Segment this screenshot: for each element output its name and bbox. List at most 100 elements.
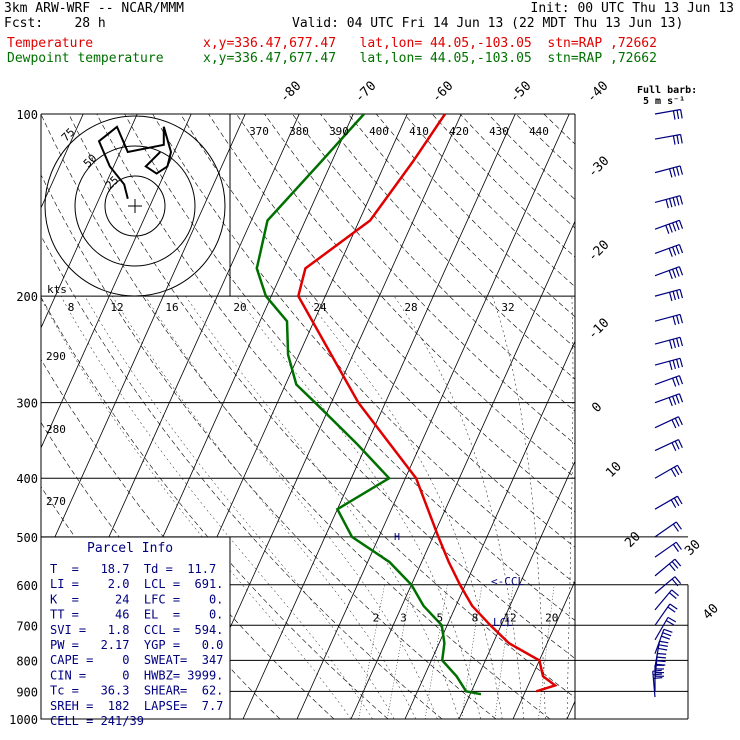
mixing-ratio-line (424, 584, 448, 719)
wind-barb-flag (678, 416, 683, 426)
wind-barb-flag (668, 339, 673, 349)
wind-barb-flag (673, 497, 680, 507)
wind-barb-flag (679, 358, 684, 368)
wind-barb-flag (669, 603, 678, 610)
wind-barb-flag (672, 339, 676, 349)
wind-barb (654, 558, 676, 577)
moist-adiabat-line (41, 297, 352, 719)
wind-barb-flag (661, 635, 671, 640)
wind-barb-flag (676, 196, 680, 206)
parcel-info-title: Parcel Info (87, 541, 173, 556)
wind-barb-flag (665, 620, 675, 626)
wind-barb-flag (676, 166, 680, 176)
wind-barb (654, 313, 681, 322)
lcl-marker: LCL (493, 616, 513, 629)
wind-barb (654, 108, 681, 115)
wind-barb-flag (679, 195, 684, 205)
right-temperature-label: 40 (700, 601, 722, 623)
mixing-ratio-label: 12 (503, 611, 516, 624)
wind-barb-flag (676, 338, 680, 348)
hodograph-ring (44, 115, 226, 297)
parcel-info-row: Tc = 36.3 SHEAR= 62. (50, 684, 223, 698)
wind-barb (652, 671, 656, 698)
theta-label: 280 (46, 423, 66, 436)
wind-barb-flag (679, 337, 684, 347)
wind-barb-flag (676, 359, 680, 369)
theta-e-label: 400 (369, 125, 389, 138)
wind-barb (654, 521, 677, 538)
pressure-tick-label: 400 (16, 472, 38, 486)
isotherm-line (458, 460, 575, 719)
wind-barb-flag (665, 225, 670, 234)
wind-barb-flag (652, 673, 663, 676)
theta-label: 290 (46, 350, 66, 363)
wind-barb-flag (675, 376, 680, 386)
pressure-tick-label: 800 (16, 654, 38, 668)
wind-barb (654, 617, 669, 641)
wind-barb-flag (671, 589, 679, 597)
isotherm-line (350, 220, 575, 719)
mixing-ratio-label: 3 (400, 611, 407, 624)
wind-barb-flag (676, 464, 683, 474)
wind-barb-flag (662, 632, 672, 637)
dry-adiabat-line (41, 114, 551, 719)
moist-adiabat-line (566, 296, 574, 719)
wind-barb (654, 416, 679, 429)
theta-e-label: 440 (529, 125, 549, 138)
hodograph-ring (104, 175, 166, 237)
dry-adiabat-line (487, 114, 575, 200)
wind-barb-flag (679, 314, 684, 324)
wind-barb (654, 495, 678, 510)
pressure-tick-label: 700 (16, 619, 38, 633)
wind-barb-flag (658, 644, 668, 647)
theta-e-label: 430 (489, 125, 509, 138)
wind-barb-flag (670, 499, 677, 508)
wind-speed-label: 20 (233, 301, 246, 314)
pressure-tick-label: 900 (16, 685, 38, 699)
wind-barb-flag (670, 468, 677, 477)
temperature-profile (296, 114, 558, 693)
wind-barb-flag (668, 592, 677, 599)
wind-barb-flag (673, 466, 680, 476)
mixing-ratio-label: 2 (373, 611, 380, 624)
wind-barb (654, 375, 680, 386)
wind-barb-flag (679, 289, 684, 299)
parcel-info-row: CIN = 0 HWBZ= 3999. (50, 668, 223, 682)
dry-adiabat-line (320, 114, 575, 380)
parcel-info-row: SVI = 1.8 CCL = 594. (50, 623, 223, 637)
right-temperature-label: -20 (585, 238, 612, 265)
wind-barb (654, 541, 677, 558)
wind-barb-flag (672, 396, 677, 405)
hodograph-trace (97, 125, 173, 200)
moist-adiabat-line (60, 295, 373, 719)
wind-barb-flag (653, 677, 663, 680)
dry-adiabat-line (152, 114, 575, 584)
wind-barb-flag (667, 616, 677, 623)
dry-adiabat-line (292, 114, 575, 412)
wind-barb-flag (672, 110, 676, 120)
wind-barb-flag (672, 377, 677, 387)
pressure-tick-label: 300 (16, 397, 38, 411)
wind-barb-flag (675, 245, 680, 255)
wind-barb-flag (663, 628, 673, 633)
wind-barb-flag (678, 266, 684, 276)
parcel-info-row: CAPE = 0 SWEAT= 347 (50, 653, 223, 667)
right-temperature-label: 0 (589, 400, 605, 416)
wind-barb-flag (675, 267, 680, 277)
wind-speed-label: 24 (313, 301, 327, 314)
pressure-tick-label: 200 (16, 290, 38, 304)
wind-barb-flag (671, 419, 677, 429)
wind-barb-flag (657, 652, 667, 655)
parcel-info-row: LI = 2.0 LCL = 691. (50, 577, 223, 591)
dry-adiabat-line (347, 114, 575, 349)
right-temperature-label: -10 (585, 316, 612, 343)
wind-barb-flag (656, 660, 666, 663)
wind-barb (654, 243, 680, 254)
wind-barb (654, 195, 681, 203)
moist-adiabat-line (144, 295, 438, 719)
wind-barb (654, 393, 680, 404)
dry-adiabat-line (375, 114, 575, 318)
wind-barb-flag (668, 248, 673, 257)
isotherm-line (675, 114, 740, 719)
